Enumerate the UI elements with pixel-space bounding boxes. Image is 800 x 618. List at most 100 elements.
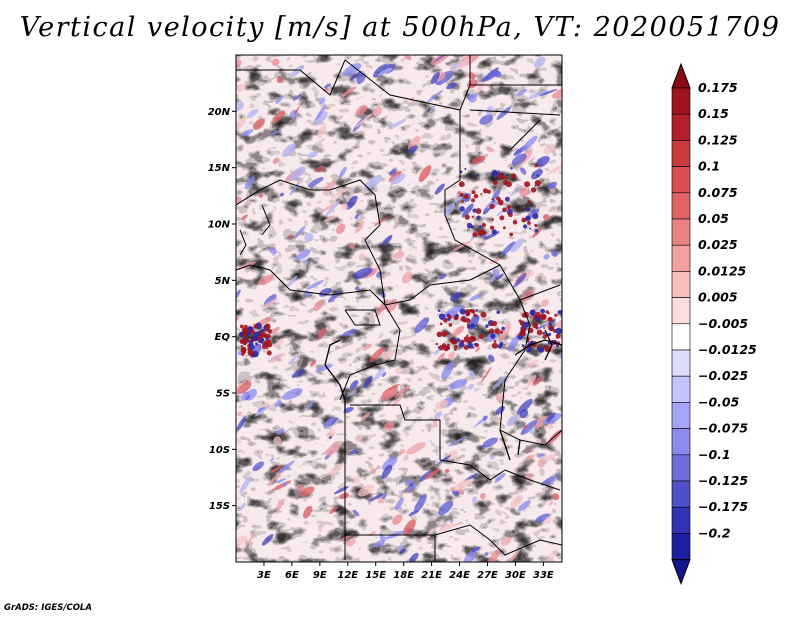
convective-cell [260, 328, 265, 333]
field-patch [546, 181, 558, 190]
colorbar-swatch [671, 454, 691, 482]
field-patch [325, 442, 341, 456]
field-patch [338, 166, 347, 179]
field-patch [406, 442, 426, 455]
field-patch [348, 242, 355, 249]
convective-cell [473, 193, 479, 199]
convective-cell [474, 343, 479, 348]
convective-cell [264, 323, 271, 330]
convective-cell [481, 330, 485, 333]
convective-cell [467, 343, 474, 349]
colorbar-label: −0.05 [698, 394, 740, 409]
convective-cell [263, 334, 267, 338]
colorbar-swatch [671, 140, 691, 167]
field-patch [242, 129, 254, 137]
field-patch [236, 196, 242, 205]
colorbar-label: 0.1 [698, 159, 720, 174]
field-patch [341, 329, 358, 337]
colorbar-label: −0.2 [698, 525, 731, 540]
colorbar-swatch [671, 297, 691, 325]
convective-cell [240, 345, 243, 348]
field-patch [393, 251, 405, 260]
convective-cell [522, 224, 528, 229]
convective-cell [482, 188, 488, 194]
field-patch [543, 253, 550, 260]
field-patch [355, 113, 373, 128]
field-patch [291, 368, 305, 378]
convective-cell [491, 218, 494, 221]
field-patch [236, 101, 245, 112]
field-patch [328, 435, 333, 440]
field-patch [426, 90, 444, 103]
field-patch [328, 465, 343, 476]
field-patch [492, 375, 507, 390]
field-patch [281, 143, 296, 158]
convective-cell [556, 336, 559, 339]
convective-cell [529, 227, 532, 230]
field-patch [287, 234, 293, 239]
colorbar-label: 0.15 [698, 106, 729, 121]
field-patch [469, 294, 482, 301]
field-patch [269, 326, 280, 335]
convective-cell [475, 174, 479, 178]
field-patch [541, 476, 555, 486]
field-patch [243, 532, 256, 549]
field-patch [381, 456, 398, 471]
field-patch [241, 391, 249, 401]
field-patch [307, 151, 318, 158]
colorbar-swatch [671, 323, 691, 351]
convective-cell [543, 315, 547, 319]
field-patch [535, 324, 548, 330]
convective-cell [247, 327, 250, 330]
convective-cell [534, 228, 539, 233]
field-patch [528, 90, 548, 100]
field-patch [543, 143, 555, 155]
field-patch [438, 454, 451, 464]
convective-cell [266, 350, 272, 356]
lat-tick-label: 10N [208, 220, 231, 231]
field-patch [521, 135, 538, 152]
field-patch [315, 165, 325, 173]
field-patch [444, 202, 456, 217]
field-patch [526, 454, 535, 461]
convective-cell [453, 348, 457, 351]
convective-cell [266, 347, 269, 350]
field-patch [535, 155, 550, 168]
field-patch [394, 384, 411, 399]
field-patch [490, 454, 495, 460]
field-patch [236, 416, 247, 431]
field-patch [543, 214, 550, 221]
field-patch [345, 195, 358, 210]
convective-cell [437, 309, 441, 313]
field-patch [381, 464, 393, 479]
field-patch [304, 232, 314, 242]
field-patch [527, 374, 537, 387]
field-patch [326, 429, 336, 439]
convective-cell [480, 193, 483, 196]
field-patch [258, 274, 274, 285]
field-patch [310, 359, 317, 367]
convective-cell [478, 333, 484, 339]
field-patch [323, 417, 335, 429]
convective-cell [493, 340, 497, 343]
field-patch [282, 481, 288, 487]
convective-cell [241, 337, 248, 344]
field-patch [236, 535, 248, 548]
field-patch [270, 457, 275, 462]
field-patch [317, 327, 327, 339]
field-patch [519, 187, 531, 197]
colorbar-label: 0.175 [698, 80, 738, 95]
lon-tick-label: 15E [365, 570, 386, 581]
field-patch [377, 497, 385, 504]
convective-cell [266, 333, 271, 339]
field-patch [479, 493, 486, 500]
lat-tick-label: 5N [215, 276, 231, 287]
field-patch [489, 258, 501, 264]
colorbar-label: 0.025 [698, 237, 738, 252]
field-patch [322, 180, 337, 195]
field-patch [544, 549, 558, 562]
lon-tick-label: 33E [533, 570, 554, 581]
colorbar-label: −0.005 [698, 316, 748, 331]
field-patch [349, 70, 362, 81]
field-patch [447, 450, 458, 461]
